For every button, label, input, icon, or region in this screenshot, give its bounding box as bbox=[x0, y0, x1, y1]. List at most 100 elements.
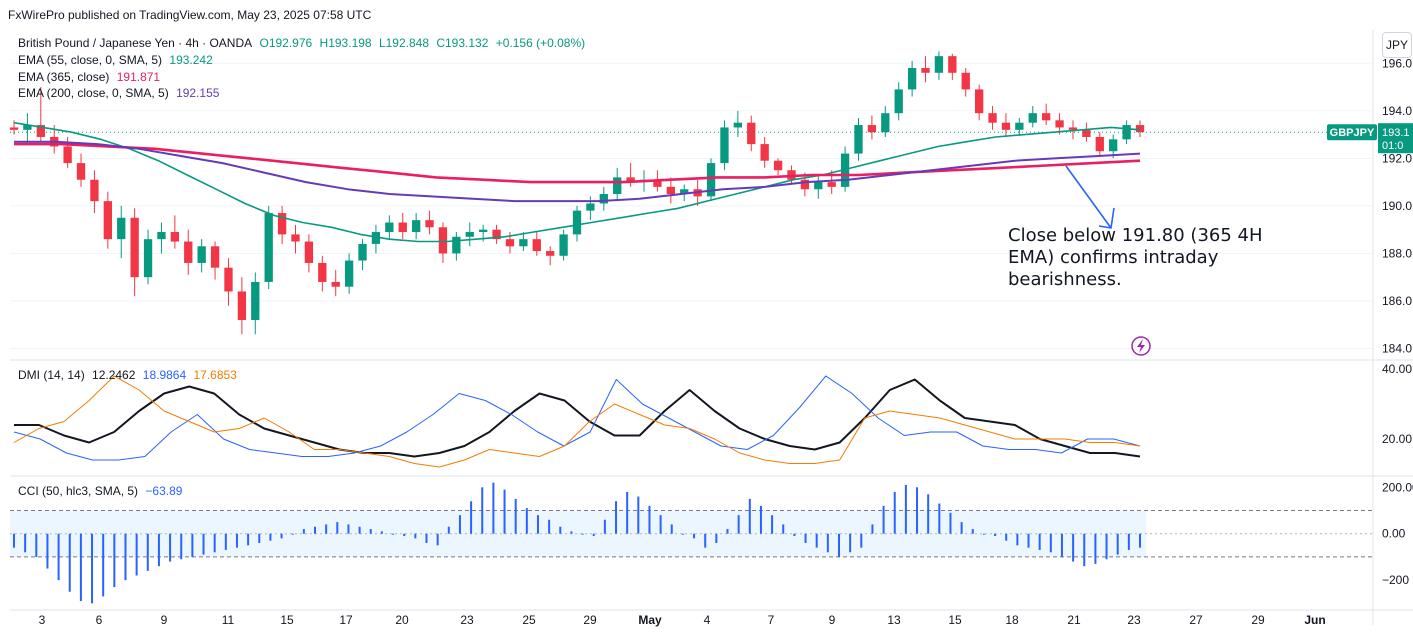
cci-bar bbox=[102, 533, 105, 597]
ohlc-change: +0.156 (+0.08%) bbox=[495, 36, 586, 50]
symbol-name: British Pound / Japanese Yen · 4h · OAND… bbox=[18, 36, 253, 50]
candle-body bbox=[170, 232, 180, 242]
candle-body bbox=[331, 281, 340, 287]
dmi-plus-line bbox=[13, 375, 1141, 461]
candle-body bbox=[479, 229, 488, 233]
annotation-text: Close below 191.80 (365 4H EMA) confirms… bbox=[1008, 225, 1263, 290]
cci-bar bbox=[938, 503, 941, 534]
x-tick-label: 13 bbox=[887, 613, 901, 627]
cci-bar bbox=[1072, 533, 1075, 562]
cci-bar bbox=[626, 491, 629, 534]
candle-body bbox=[907, 68, 917, 90]
cci-bar bbox=[124, 533, 127, 581]
cci-bar bbox=[693, 533, 696, 539]
ohlc-close: C193.132 bbox=[436, 36, 489, 50]
cci-bar bbox=[637, 496, 640, 534]
cci-bar bbox=[414, 533, 417, 539]
candle-body bbox=[224, 267, 233, 292]
x-tick-label: 6 bbox=[96, 613, 103, 627]
x-tick-label: 4 bbox=[704, 613, 711, 627]
symbol-tag-bg bbox=[1327, 124, 1377, 141]
cci-bar bbox=[46, 533, 49, 569]
candle-body bbox=[572, 210, 582, 235]
ema365-line bbox=[14, 142, 1141, 184]
cci-bar bbox=[860, 533, 863, 548]
x-tick-label: 23 bbox=[460, 613, 474, 627]
cci-bar bbox=[704, 533, 707, 548]
lightning-glyph bbox=[1137, 339, 1145, 353]
cci-bar bbox=[503, 489, 506, 534]
cci-tick-label: −200 bbox=[1382, 573, 1409, 587]
ema365-label: EMA (365, close) bbox=[18, 70, 110, 84]
x-tick-label: 7 bbox=[768, 613, 775, 627]
cci-label: CCI (50, hlc3, SMA, 5) bbox=[18, 484, 139, 498]
candle-body bbox=[1135, 125, 1145, 133]
cci-histogram bbox=[10, 482, 1373, 604]
candle-body bbox=[881, 113, 890, 133]
candle-body bbox=[961, 72, 970, 90]
cci-bar bbox=[960, 522, 963, 534]
candle-body bbox=[1001, 122, 1011, 130]
cci-bar bbox=[1038, 533, 1041, 550]
candle-body bbox=[251, 281, 260, 320]
cci-bar bbox=[670, 524, 673, 534]
cci-bar bbox=[849, 533, 852, 553]
dmi-label: DMI (14, 14) bbox=[18, 368, 85, 382]
cci-bar bbox=[1060, 533, 1063, 557]
x-tick-label: 9 bbox=[829, 613, 836, 627]
candle-body bbox=[143, 239, 153, 278]
cci-bar bbox=[771, 515, 774, 534]
cci-bar bbox=[514, 498, 517, 534]
cci-bar bbox=[302, 529, 305, 534]
candle-body bbox=[747, 122, 756, 145]
ema200-label: EMA (200, close, 0, SMA, 5) bbox=[18, 86, 169, 100]
candle-body bbox=[1082, 129, 1091, 137]
candle-body bbox=[130, 217, 139, 278]
cci-bar bbox=[1083, 533, 1086, 567]
cci-bar bbox=[982, 533, 985, 535]
candle-body bbox=[184, 241, 193, 263]
cci-bar bbox=[916, 487, 919, 534]
currency-button[interactable]: JPY bbox=[1382, 32, 1412, 58]
ema200-legend: EMA (200, close, 0, SMA, 5) 192.155 bbox=[18, 86, 223, 100]
cci-value: −63.89 bbox=[145, 484, 183, 498]
candle-body bbox=[613, 177, 622, 194]
cci-bar bbox=[1139, 533, 1141, 548]
cci-bar bbox=[603, 519, 606, 534]
candle-body bbox=[653, 179, 662, 187]
cci-bar bbox=[169, 533, 172, 562]
cci-bar bbox=[247, 533, 250, 546]
cci-legend: CCI (50, hlc3, SMA, 5) −63.89 bbox=[18, 484, 186, 498]
cci-bar bbox=[458, 515, 461, 534]
cci-bar bbox=[1127, 533, 1130, 550]
cci-bar bbox=[1116, 533, 1119, 555]
x-tick-label: 29 bbox=[583, 613, 597, 627]
dmi-tick-label: 20.00 bbox=[1382, 432, 1412, 446]
cci-bar bbox=[793, 533, 796, 537]
candle-body bbox=[934, 56, 944, 73]
cci-bar bbox=[213, 533, 216, 553]
candle-body bbox=[63, 146, 72, 164]
cci-bar bbox=[1094, 533, 1097, 564]
candle-body bbox=[23, 125, 32, 130]
cci-bar bbox=[949, 512, 952, 534]
cci-bar bbox=[1105, 533, 1108, 560]
overlay: GBPJPY 193.101:0 bbox=[10, 123, 1413, 356]
price-tick-label: 194.0 bbox=[1382, 104, 1412, 118]
candle-body bbox=[157, 232, 166, 240]
candle-body bbox=[76, 163, 86, 180]
cci-bar bbox=[481, 487, 484, 534]
cci-bar bbox=[1005, 533, 1008, 541]
ema55-value: 193.242 bbox=[169, 53, 213, 67]
cci-bar bbox=[782, 524, 785, 534]
ohlc-low: L192.848 bbox=[378, 36, 429, 50]
cci-bar bbox=[314, 526, 317, 534]
annotation-arrow-head bbox=[1098, 207, 1115, 229]
candle-body bbox=[867, 125, 877, 133]
candle-body bbox=[586, 203, 595, 211]
candle-body bbox=[411, 220, 421, 233]
cci-bar bbox=[492, 482, 495, 534]
price-tick-label: 186.0 bbox=[1382, 294, 1412, 308]
candle-body bbox=[773, 160, 783, 171]
cci-bar bbox=[35, 533, 38, 557]
